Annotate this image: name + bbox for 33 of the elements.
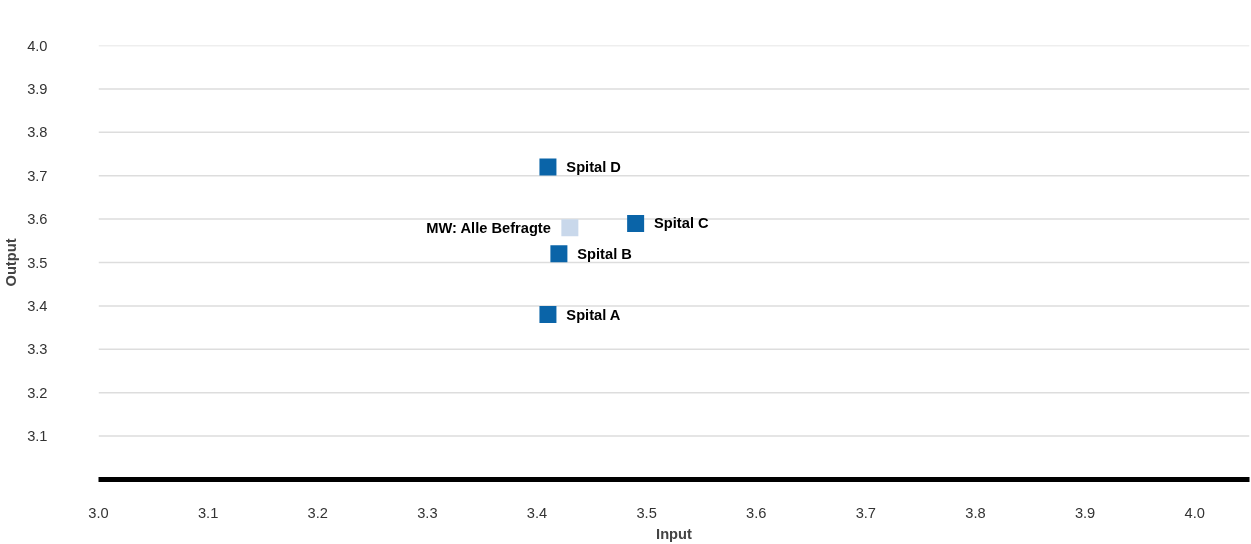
y-tick-label: 3.6 [27, 211, 48, 228]
x-tick-label: 3.5 [636, 504, 657, 521]
series-label: Spital C [654, 215, 710, 232]
x-tick-label: 3.1 [197, 504, 219, 521]
x-tick-label: 3.6 [746, 504, 767, 521]
series-label: Spital A [566, 306, 621, 323]
x-tick-label: 3.4 [526, 504, 548, 521]
series-label: Spital D [566, 159, 621, 176]
x-tick-label: 3.7 [855, 504, 877, 521]
x-tick-label: 3.0 [88, 504, 109, 521]
point [539, 158, 557, 176]
y-tick-label: 3.9 [27, 80, 48, 97]
point [561, 219, 579, 237]
y-axis-title: Output [3, 238, 20, 287]
series-label: MW: Alle Befragte [426, 219, 551, 236]
x-tick-label: 3.8 [965, 504, 986, 521]
y-tick-label: 3.8 [27, 124, 48, 141]
x-tick-label: 3.2 [307, 504, 328, 521]
x-axis-title: Input [656, 525, 693, 542]
y-tick-label: 3.7 [27, 167, 48, 184]
y-tick-label: 3.4 [27, 297, 48, 314]
point [627, 214, 645, 232]
y-tick-label: 3.3 [27, 341, 48, 358]
y-tick-label: 4.0 [27, 37, 48, 54]
x-tick-label: 3.9 [1074, 504, 1096, 521]
series-label: Spital B [577, 245, 632, 262]
x-tick-label: 4.0 [1184, 504, 1205, 521]
point [539, 306, 557, 324]
y-tick-label: 3.5 [27, 254, 48, 271]
y-tick-label: 3.1 [27, 428, 48, 445]
y-tick-label: 3.2 [27, 384, 48, 401]
point [550, 245, 568, 263]
x-tick-label: 3.3 [417, 504, 438, 521]
